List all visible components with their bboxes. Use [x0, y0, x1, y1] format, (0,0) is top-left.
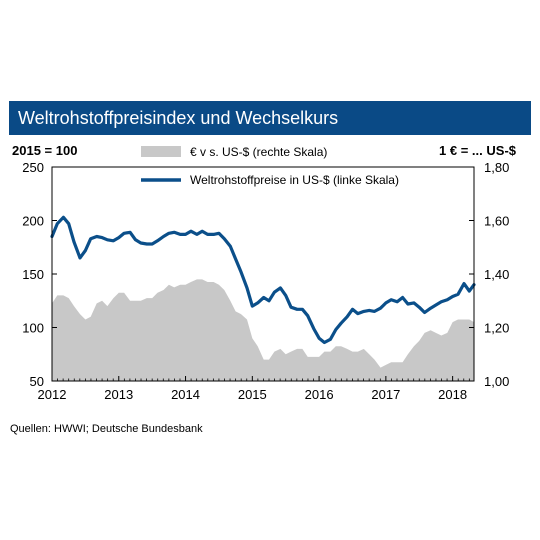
- right-axis-tick-label: 1,80: [484, 160, 509, 175]
- chart-title-bar: Weltrohstoffpreisindex und Wechselkurs: [9, 101, 531, 135]
- legend-label-commodity-price: Weltrohstoffpreise in US-$ (linke Skala): [190, 173, 399, 187]
- x-axis-tick-label: 2015: [238, 387, 267, 402]
- source-note: Quellen: HWWI; Deutsche Bundesbank: [10, 423, 203, 435]
- x-axis-tick-label: 2016: [305, 387, 334, 402]
- left-axis-tick-label: 250: [22, 160, 44, 175]
- right-axis-tick-label: 1,60: [484, 214, 509, 229]
- x-axis-tick-label: 2012: [38, 387, 67, 402]
- legend-swatch-exchange-rate: [141, 146, 181, 157]
- chart-title: Weltrohstoffpreisindex und Wechselkurs: [18, 108, 339, 128]
- commodity-price-line: [50, 215, 476, 345]
- exchange-rate-area: [52, 279, 474, 381]
- left-unit-label: 2015 = 100: [12, 143, 77, 158]
- right-unit-label: 1 € = ... US-$: [439, 143, 517, 158]
- x-axis-tick-label: 2014: [171, 387, 200, 402]
- left-axis-tick-label: 100: [22, 321, 44, 336]
- x-axis-tick-label: 2018: [438, 387, 467, 402]
- x-axis-tick-label: 2013: [104, 387, 133, 402]
- right-axis-tick-label: 1,40: [484, 267, 509, 282]
- left-axis-tick-label: 150: [22, 267, 44, 282]
- right-axis-tick-label: 1,00: [484, 374, 509, 389]
- left-axis-tick-label: 50: [30, 374, 44, 389]
- x-axis-tick-label: 2017: [371, 387, 400, 402]
- left-axis-tick-label: 200: [22, 214, 44, 229]
- right-axis-tick-label: 1,20: [484, 321, 509, 336]
- legend-label-exchange-rate: € v s. US-$ (rechte Skala): [190, 145, 327, 159]
